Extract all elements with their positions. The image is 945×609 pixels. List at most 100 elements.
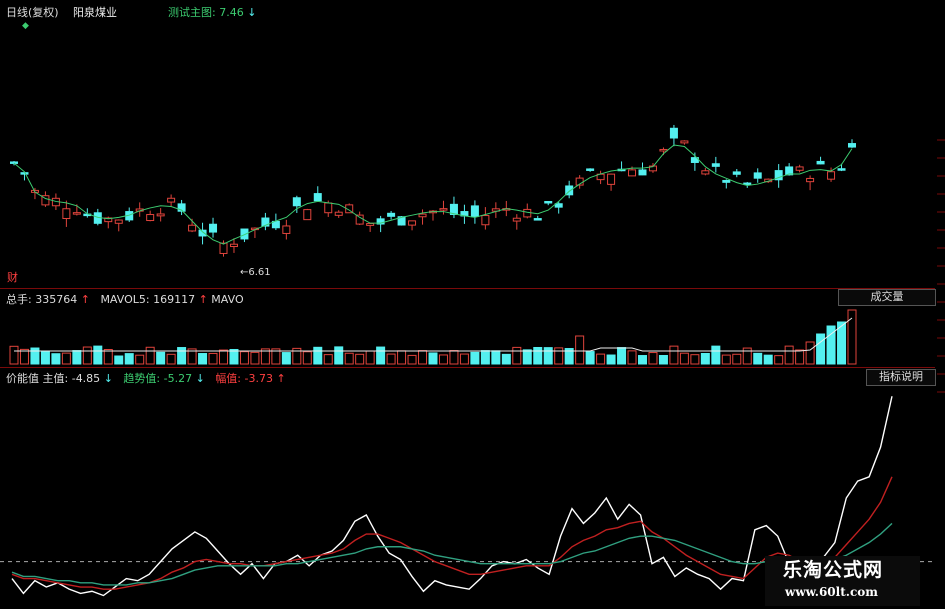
mavol-line [14,317,853,352]
volume-indicator-divider [0,367,935,368]
candle-body [366,223,375,226]
volume-bar [491,350,501,365]
amp-label: 幅值: [215,372,242,385]
overlay-label: 测试主图: [168,6,216,19]
indicator-name: 价能值 [6,372,39,385]
volume-bar [156,351,166,365]
volume-bar [816,333,826,365]
arrow-left-icon: ← [240,267,249,278]
arrow-down-icon: ↓ [195,372,205,385]
mavol5-value: 169117 [153,293,196,306]
watermark-url: www.60lt.com [785,585,878,599]
main-value: -4.85 [71,372,101,385]
candle-body [229,243,238,248]
candle-body [345,204,354,214]
volume-bar [114,355,124,365]
candle-body [659,148,668,152]
volume-bar [721,354,731,365]
watermark-panel: 乐淘公式网 www.60lt.com [765,556,920,606]
candle-body [607,173,616,185]
volume-bar [145,346,155,365]
volume-bar [418,350,428,365]
diamond-icon: ◆ [22,21,29,31]
candle-body [795,166,804,171]
finance-marker[interactable]: 财 [7,271,18,284]
candle-body [167,197,176,203]
volume-bar [198,353,208,365]
candle-body [533,218,542,221]
volume-bar [9,345,19,365]
candle-body [449,203,458,215]
candle-body [785,166,794,176]
watermark-title: 乐淘公式网 [783,559,884,581]
volume-bar [847,309,857,365]
volume-bar [40,351,50,365]
candle-body [240,228,249,240]
volume-bar [187,348,197,365]
candle-body [20,172,29,175]
arrow-down-icon: ↓ [247,6,257,19]
period-label: 日线(复权) [6,6,59,19]
volume-bar [292,347,302,365]
volume-bar [470,351,480,365]
candle-body [774,170,783,181]
candle-body [586,168,595,171]
candle-body [439,208,448,211]
volume-bar [711,345,721,365]
candle-body [198,229,207,237]
candle-body [397,216,406,226]
candle-body [334,211,343,216]
candle-body [806,177,815,183]
volume-bar [271,348,281,365]
volume-bar [533,346,543,365]
volume-bar [103,349,113,365]
candle-body [711,163,720,167]
volume-bar [658,355,668,365]
volume-bar [564,348,574,365]
main-value-line [11,396,893,597]
candle-body [722,179,731,183]
volume-bar [260,348,270,365]
volume-bar [93,345,103,365]
volume-bar [596,353,606,365]
volume-bar [124,353,134,365]
indicator-help-button[interactable]: 指标说明 [866,369,936,386]
candle-body [827,171,836,180]
volume-bar [459,353,469,365]
volume-bar [219,349,228,365]
stock-name: 阳泉煤业 [73,6,117,19]
volume-legend: 总手: 335764 ↑ MAVOL5: 169117 ↑ MAVO [6,293,244,306]
volume-bar [606,354,616,365]
candle-body [418,213,427,218]
volume-button[interactable]: 成交量 [838,289,936,306]
arrow-up-icon: ↑ [198,293,208,306]
volume-bar [334,346,344,365]
volume-bar [784,345,794,365]
candle-body [408,220,417,226]
candle-body [313,193,322,202]
volume-bar [365,350,375,365]
ma-line [13,144,853,245]
amp-value-line [11,522,893,586]
volume-bar [250,351,260,365]
volume-bar [638,355,647,365]
candle-body [219,242,228,254]
candle-body [565,185,574,196]
candle-body [669,127,678,139]
candle-body [177,203,186,212]
candle-body [680,140,689,144]
trend-value-line [11,476,893,590]
candle-body [523,208,532,218]
vol-label: 总手: [6,293,32,306]
candle-body [753,172,762,179]
candle-body [638,169,647,176]
volume-bar [239,351,249,365]
volume-bar [554,347,564,365]
candle-body [554,203,563,208]
candle-body [544,200,553,204]
arrow-down-icon: ↓ [103,372,113,385]
volume-bar [627,350,637,365]
volume-bar [512,346,522,365]
volume-bar [648,352,658,365]
